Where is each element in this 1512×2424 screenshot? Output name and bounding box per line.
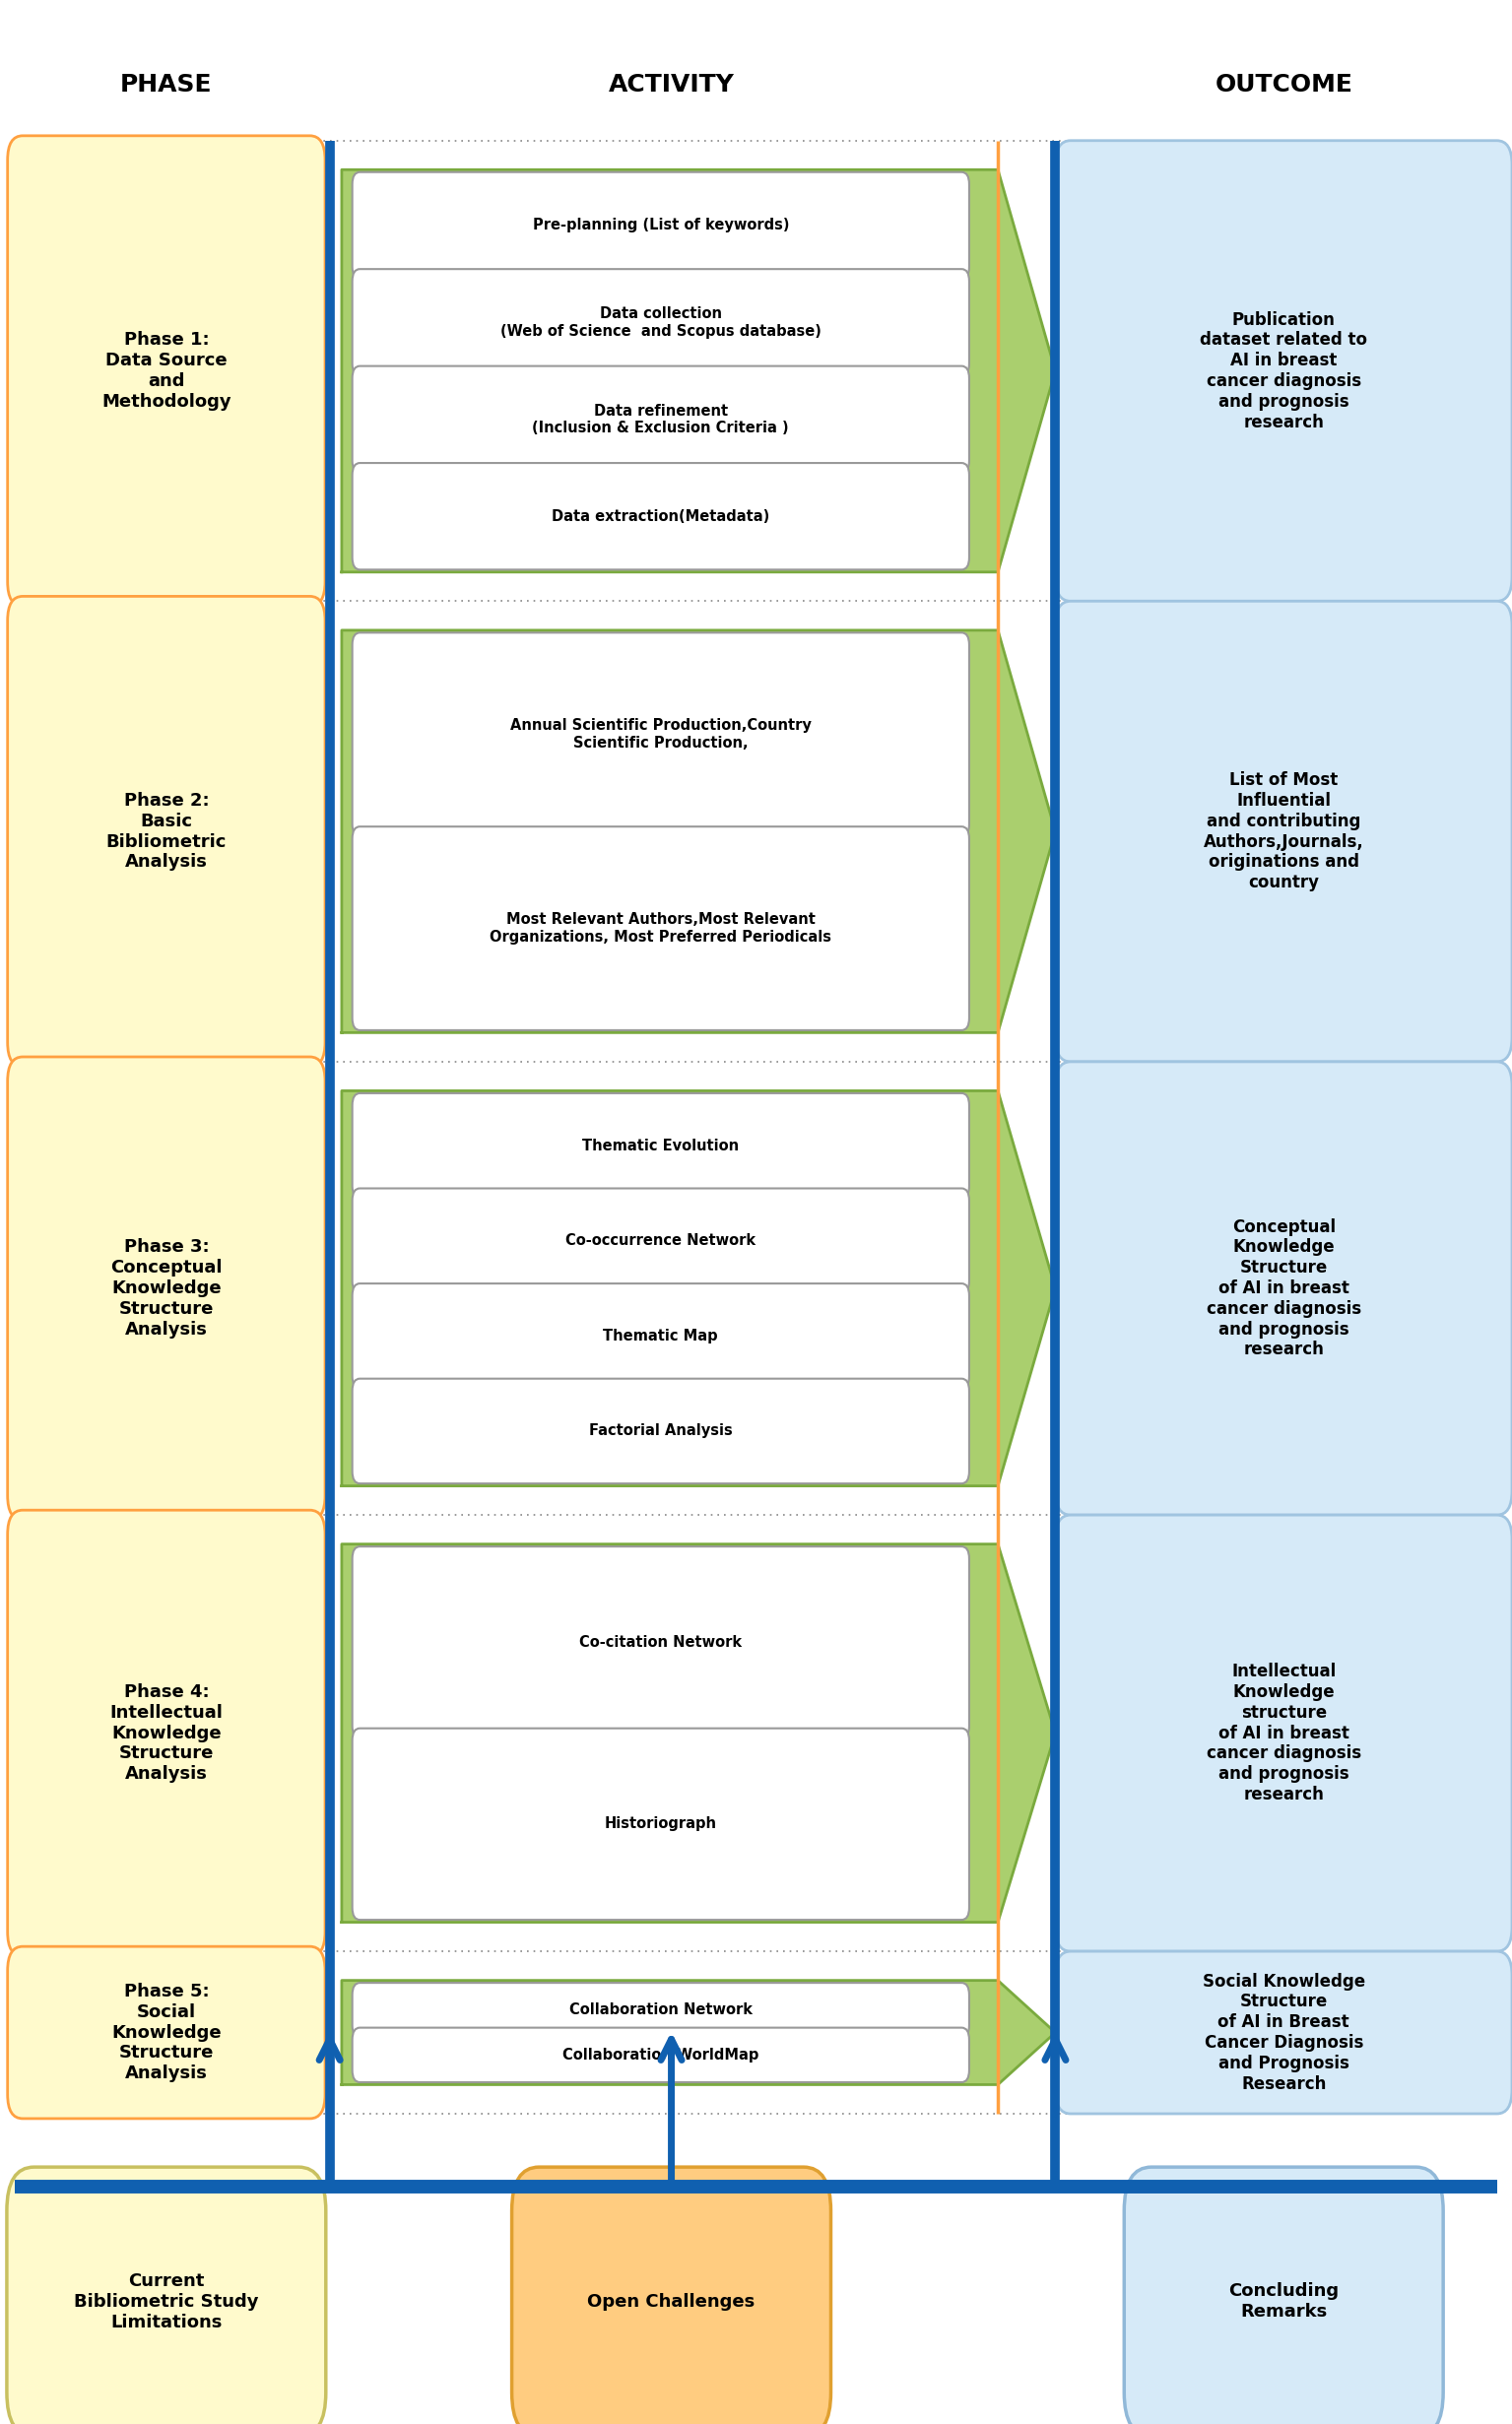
FancyBboxPatch shape <box>352 269 969 376</box>
Text: Co-occurrence Network: Co-occurrence Network <box>565 1234 756 1248</box>
Text: Phase 1:
Data Source
and
Methodology: Phase 1: Data Source and Methodology <box>101 332 231 410</box>
Text: Publication
dataset related to
AI in breast
cancer diagnosis
and prognosis
resea: Publication dataset related to AI in bre… <box>1201 310 1367 431</box>
Text: Collaboration Network: Collaboration Network <box>569 2002 753 2017</box>
FancyBboxPatch shape <box>352 463 969 570</box>
FancyBboxPatch shape <box>352 366 969 473</box>
FancyBboxPatch shape <box>352 1379 969 1483</box>
FancyBboxPatch shape <box>8 596 325 1067</box>
Text: Pre-planning (List of keywords): Pre-planning (List of keywords) <box>532 218 789 233</box>
Text: Social Knowledge
Structure
of AI in Breast
Cancer Diagnosis
and Prognosis
Resear: Social Knowledge Structure of AI in Brea… <box>1202 1973 1365 2092</box>
FancyBboxPatch shape <box>352 1093 969 1197</box>
Text: Current
Bibliometric Study
Limitations: Current Bibliometric Study Limitations <box>74 2271 259 2332</box>
Text: Phase 5:
Social
Knowledge
Structure
Analysis: Phase 5: Social Knowledge Structure Anal… <box>112 1983 221 2082</box>
FancyBboxPatch shape <box>1055 1062 1512 1515</box>
Text: OUTCOME: OUTCOME <box>1214 73 1353 97</box>
Polygon shape <box>342 1091 1055 1486</box>
FancyBboxPatch shape <box>8 136 325 606</box>
FancyBboxPatch shape <box>8 1510 325 1956</box>
FancyBboxPatch shape <box>352 1285 969 1389</box>
Text: Annual Scientific Production,Country
Scientific Production,: Annual Scientific Production,Country Sci… <box>510 718 812 751</box>
FancyBboxPatch shape <box>1055 141 1512 601</box>
Polygon shape <box>342 170 1055 572</box>
FancyBboxPatch shape <box>352 1188 969 1294</box>
Text: Phase 3:
Conceptual
Knowledge
Structure
Analysis: Phase 3: Conceptual Knowledge Structure … <box>110 1239 222 1338</box>
Polygon shape <box>342 1544 1055 1922</box>
Text: List of Most
Influential
and contributing
Authors,Journals,
originations and
cou: List of Most Influential and contributin… <box>1204 771 1364 892</box>
FancyBboxPatch shape <box>352 1728 969 1920</box>
Text: ACTIVITY: ACTIVITY <box>608 73 735 97</box>
Text: Historiograph: Historiograph <box>605 1816 717 1833</box>
FancyBboxPatch shape <box>352 1983 969 2036</box>
Text: Co-citation Network: Co-citation Network <box>579 1634 742 1651</box>
FancyBboxPatch shape <box>352 1547 969 1738</box>
FancyBboxPatch shape <box>1055 601 1512 1062</box>
FancyBboxPatch shape <box>513 2167 832 2424</box>
Text: Thematic Evolution: Thematic Evolution <box>582 1139 739 1154</box>
Text: Thematic Map: Thematic Map <box>603 1328 718 1343</box>
FancyBboxPatch shape <box>352 2026 969 2082</box>
Text: Phase 4:
Intellectual
Knowledge
Structure
Analysis: Phase 4: Intellectual Knowledge Structur… <box>110 1682 222 1784</box>
FancyBboxPatch shape <box>1055 1515 1512 1951</box>
FancyBboxPatch shape <box>352 827 969 1030</box>
Text: Conceptual
Knowledge
Structure
of AI in breast
cancer diagnosis
and prognosis
re: Conceptual Knowledge Structure of AI in … <box>1207 1217 1361 1360</box>
Polygon shape <box>342 1980 1055 2085</box>
Text: Data refinement
(Inclusion & Exclusion Criteria ): Data refinement (Inclusion & Exclusion C… <box>532 402 789 436</box>
Text: Intellectual
Knowledge
structure
of AI in breast
cancer diagnosis
and prognosis
: Intellectual Knowledge structure of AI i… <box>1207 1663 1361 1803</box>
Text: Most Relevant Authors,Most Relevant
Organizations, Most Preferred Periodicals: Most Relevant Authors,Most Relevant Orga… <box>490 911 832 945</box>
Text: Factorial Analysis: Factorial Analysis <box>590 1423 732 1437</box>
Text: Data extraction(Metadata): Data extraction(Metadata) <box>552 509 770 524</box>
FancyBboxPatch shape <box>8 1057 325 1520</box>
FancyBboxPatch shape <box>8 1946 325 2119</box>
Text: Data collection
(Web of Science  and Scopus database): Data collection (Web of Science and Scop… <box>500 305 821 339</box>
Polygon shape <box>342 630 1055 1033</box>
Text: Phase 2:
Basic
Bibliometric
Analysis: Phase 2: Basic Bibliometric Analysis <box>106 793 227 870</box>
Text: PHASE: PHASE <box>121 73 212 97</box>
FancyBboxPatch shape <box>6 2167 327 2424</box>
FancyBboxPatch shape <box>1123 2167 1442 2424</box>
Text: Concluding
Remarks: Concluding Remarks <box>1228 2283 1340 2320</box>
Text: Open Challenges: Open Challenges <box>588 2293 754 2310</box>
FancyBboxPatch shape <box>352 633 969 836</box>
Text: Collaboration WorldMap: Collaboration WorldMap <box>562 2048 759 2063</box>
FancyBboxPatch shape <box>1055 1951 1512 2114</box>
FancyBboxPatch shape <box>352 172 969 279</box>
